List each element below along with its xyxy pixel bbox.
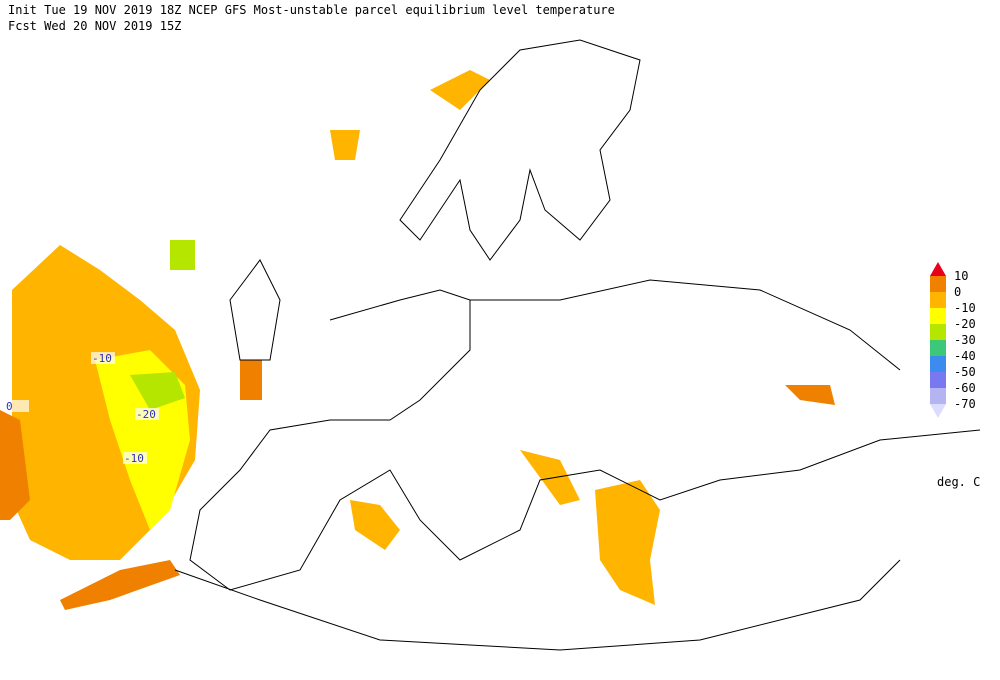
contour-label: 0 (6, 400, 13, 413)
colorbar-label: -50 (954, 365, 976, 379)
contour-label-bg (123, 452, 147, 464)
colorbar-label: -30 (954, 333, 976, 347)
colorbar-label: -70 (954, 397, 976, 411)
shading (0, 70, 835, 610)
colorbar-label: -40 (954, 349, 976, 363)
colorbar-label: 0 (954, 285, 961, 299)
colorbar-box (930, 372, 946, 388)
contour-label: -20 (136, 408, 156, 421)
colorbar: 10 0 -10 -20 -30 -40 -50 -60 -70 (930, 262, 976, 418)
colorbar-box (930, 356, 946, 372)
colorbar-box (930, 388, 946, 404)
contour-label-bg (5, 400, 29, 412)
colorbar-label: -10 (954, 301, 976, 315)
contour-labels: -10 -20 -10 0 (5, 352, 159, 465)
colorbar-box (930, 340, 946, 356)
coastlines (174, 39, 981, 651)
contour-label-bg (135, 408, 159, 420)
forecast-line: Fcst Wed 20 NOV 2019 15Z (8, 19, 181, 33)
colorbar-label: -60 (954, 381, 976, 395)
colorbar-top-arrow (930, 262, 946, 276)
colorbar-label: -20 (954, 317, 976, 331)
colorbar-box (930, 308, 946, 324)
contour-label: -10 (124, 452, 144, 465)
contour-label: -10 (92, 352, 112, 365)
colorbar-box (930, 324, 946, 340)
title-line: Init Tue 19 NOV 2019 18Z NCEP GFS Most-u… (8, 3, 615, 17)
colorbar-box (930, 276, 946, 292)
unit-label: deg. C (937, 475, 980, 489)
colorbar-bottom-arrow (930, 404, 946, 418)
colorbar-label: 10 (954, 269, 968, 283)
colorbar-box (930, 292, 946, 308)
contour-label-bg (91, 352, 115, 364)
